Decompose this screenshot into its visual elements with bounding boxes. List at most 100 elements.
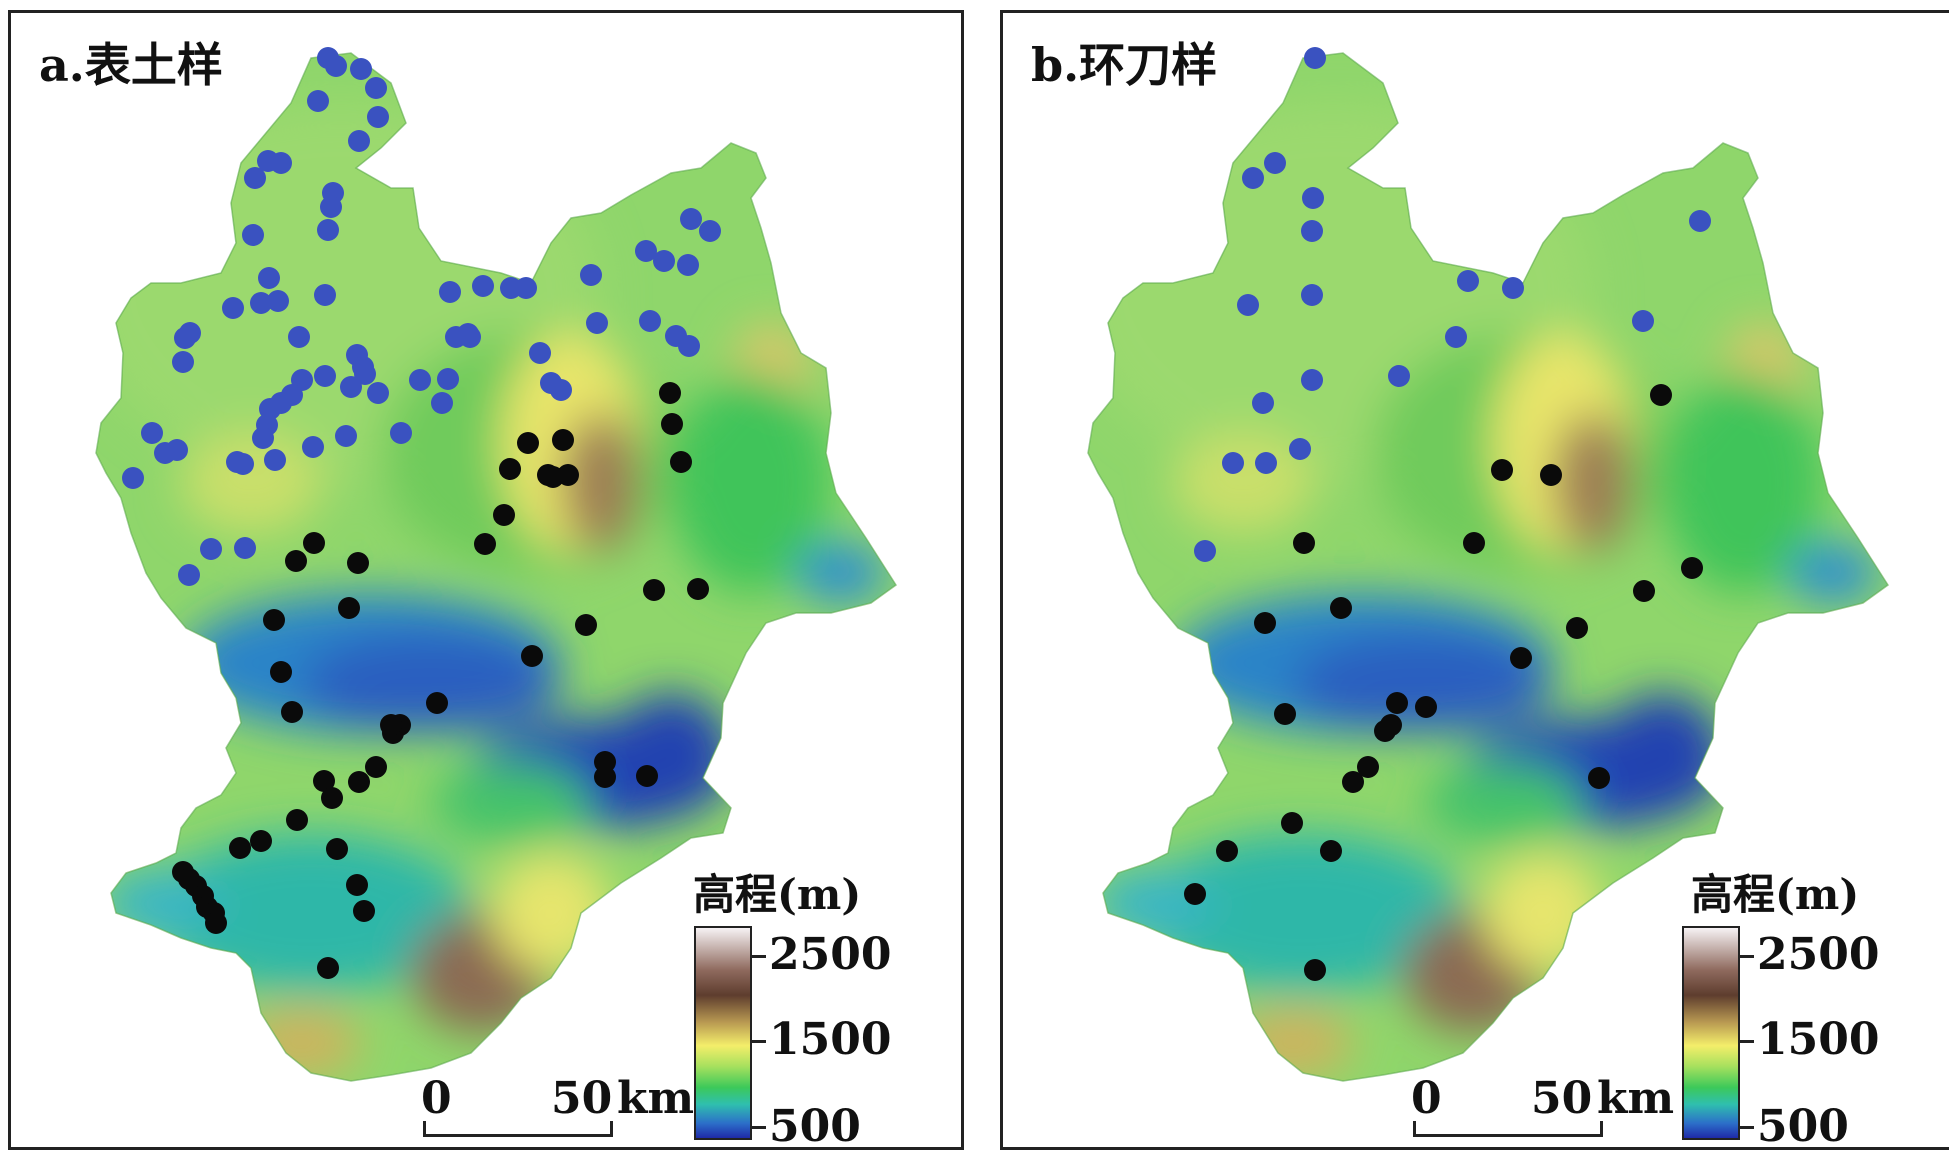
sample-site-blue bbox=[244, 167, 266, 189]
sample-site-black bbox=[1330, 597, 1352, 619]
sample-site-blue bbox=[281, 384, 303, 406]
sample-site-black bbox=[1540, 464, 1562, 486]
sample-site-black bbox=[1588, 767, 1610, 789]
sample-site-black bbox=[1254, 612, 1276, 634]
sample-site-black bbox=[687, 578, 709, 600]
sample-site-black bbox=[575, 614, 597, 636]
sample-site-blue bbox=[1689, 210, 1711, 232]
scale-bar-tick bbox=[1413, 1121, 1416, 1135]
sample-site-blue bbox=[367, 382, 389, 404]
sample-site-blue bbox=[1237, 294, 1259, 316]
scale-label-end: 50 bbox=[1531, 1073, 1593, 1124]
sample-site-black bbox=[474, 533, 496, 555]
terrain-layer bbox=[1088, 53, 1888, 1081]
sample-site-blue bbox=[141, 422, 163, 444]
sample-site-blue bbox=[457, 323, 479, 345]
sample-site-blue bbox=[367, 106, 389, 128]
sample-site-black bbox=[205, 912, 227, 934]
sample-site-black bbox=[1304, 959, 1326, 981]
sample-site-black bbox=[303, 532, 325, 554]
scale-label-start: 0 bbox=[421, 1073, 452, 1124]
sample-site-blue bbox=[258, 267, 280, 289]
sample-site-black bbox=[670, 451, 692, 473]
sample-site-blue bbox=[586, 312, 608, 334]
panel-title: a.表土样 bbox=[39, 38, 223, 92]
sample-site-black bbox=[346, 874, 368, 896]
sample-site-blue bbox=[1252, 392, 1274, 414]
sample-site-black bbox=[1281, 812, 1303, 834]
sample-site-black bbox=[229, 837, 251, 859]
sample-site-blue bbox=[677, 254, 699, 276]
sample-site-blue bbox=[1301, 284, 1323, 306]
map-panel-topsoil: a.表土样 高程(m) 2500 1500 500 0 50 km bbox=[8, 10, 964, 1150]
sample-site-blue bbox=[340, 376, 362, 398]
sample-site-black bbox=[493, 504, 515, 526]
sample-site-blue bbox=[580, 264, 602, 286]
sample-site-black bbox=[338, 597, 360, 619]
sample-site-blue bbox=[1255, 452, 1277, 474]
sample-site-black bbox=[380, 714, 402, 736]
sample-site-blue bbox=[680, 208, 702, 230]
sample-site-blue bbox=[335, 425, 357, 447]
sample-site-blue bbox=[314, 365, 336, 387]
sample-site-black bbox=[643, 579, 665, 601]
sample-site-blue bbox=[234, 537, 256, 559]
sample-site-black bbox=[1342, 771, 1364, 793]
sample-site-blue bbox=[267, 290, 289, 312]
sample-site-black bbox=[636, 765, 658, 787]
sample-site-blue bbox=[472, 275, 494, 297]
sample-site-blue bbox=[1301, 220, 1323, 242]
elevation-map bbox=[95, 47, 898, 1082]
legend-tick bbox=[750, 1126, 766, 1129]
sample-site-blue bbox=[439, 281, 461, 303]
sample-site-black bbox=[313, 770, 335, 792]
sample-site-black bbox=[1566, 617, 1588, 639]
sample-site-black bbox=[365, 756, 387, 778]
sample-site-black bbox=[517, 432, 539, 454]
legend-label-2500: 2500 bbox=[769, 929, 892, 980]
sample-site-blue bbox=[1242, 167, 1264, 189]
sample-site-blue bbox=[653, 250, 675, 272]
sample-site-blue bbox=[639, 310, 661, 332]
scale-label-unit: km bbox=[1597, 1073, 1675, 1124]
sample-site-blue bbox=[431, 392, 453, 414]
sample-site-blue bbox=[1304, 47, 1326, 69]
sample-site-blue bbox=[166, 439, 188, 461]
sample-site-blue bbox=[348, 130, 370, 152]
sample-site-black bbox=[1216, 840, 1238, 862]
sample-site-blue bbox=[409, 369, 431, 391]
sample-site-blue bbox=[200, 538, 222, 560]
sample-site-blue bbox=[314, 284, 336, 306]
sample-site-black bbox=[285, 550, 307, 572]
sample-site-blue bbox=[252, 427, 274, 449]
sample-site-blue bbox=[317, 219, 339, 241]
sample-site-blue bbox=[242, 224, 264, 246]
sample-site-blue bbox=[307, 90, 329, 112]
elevation-colorbar bbox=[1682, 926, 1740, 1140]
sample-site-blue bbox=[1264, 152, 1286, 174]
legend-tick bbox=[1738, 1126, 1754, 1129]
scale-label-end: 50 bbox=[551, 1073, 613, 1124]
sample-site-blue bbox=[172, 351, 194, 373]
sample-site-blue bbox=[1222, 452, 1244, 474]
sample-site-black bbox=[263, 609, 285, 631]
sample-site-blue bbox=[1301, 369, 1323, 391]
sample-site-blue bbox=[1457, 270, 1479, 292]
scale-bar-line bbox=[1413, 1134, 1603, 1137]
sample-site-black bbox=[426, 692, 448, 714]
sample-site-blue bbox=[1502, 277, 1524, 299]
sample-site-black bbox=[270, 661, 292, 683]
sample-site-black bbox=[1293, 532, 1315, 554]
sample-site-black bbox=[1633, 580, 1655, 602]
sample-site-black bbox=[1415, 696, 1437, 718]
sample-site-blue bbox=[529, 342, 551, 364]
elevation-colorbar bbox=[694, 926, 752, 1140]
sample-site-black bbox=[1681, 557, 1703, 579]
legend-title: 高程(m) bbox=[693, 870, 862, 919]
sample-site-black bbox=[348, 771, 370, 793]
sample-site-blue bbox=[1445, 326, 1467, 348]
sample-site-blue bbox=[437, 368, 459, 390]
sample-site-black bbox=[659, 382, 681, 404]
sample-site-blue bbox=[179, 322, 201, 344]
sample-site-black bbox=[552, 429, 574, 451]
